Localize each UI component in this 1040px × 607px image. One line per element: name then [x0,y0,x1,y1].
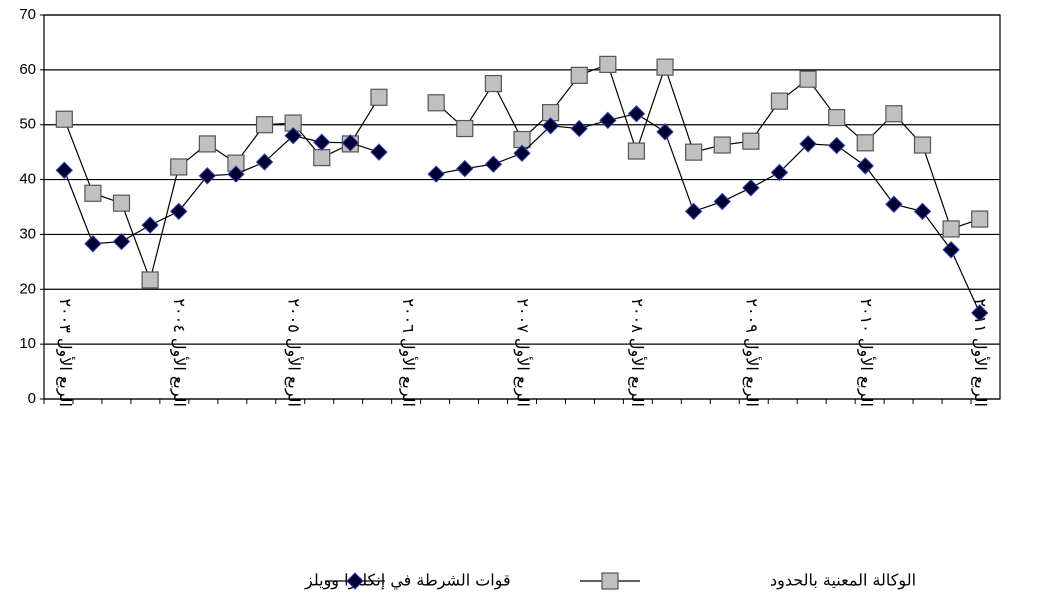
point [656,123,674,141]
point [599,55,617,73]
point [456,119,474,138]
point [55,110,73,128]
point [112,232,131,251]
point [713,136,731,154]
legend-item: قوات الشرطة في إنكلترا وويلز [304,571,511,590]
point [856,157,874,175]
x-tick-label: الربع الأول ٢٠٠٧ [514,298,533,407]
point [570,119,588,138]
point [313,149,331,167]
point [913,202,932,221]
point [627,105,646,123]
series-line [63,63,980,282]
point [198,167,217,185]
point [427,165,445,183]
point [970,304,989,322]
point [513,144,531,162]
point [827,136,846,155]
point [370,88,388,106]
x-tick-label: الربع الأول ٢٠٠٣ [56,298,75,407]
point [484,74,502,93]
point [112,194,131,212]
x-tick-label: الربع الأول ٢٠٠٥ [285,298,304,407]
point [427,94,445,112]
point [255,153,274,171]
point [84,184,102,202]
y-tick-label: 10 [19,335,36,352]
point [770,163,789,182]
point [913,136,932,154]
legend-item: الوكالة المعنية بالحدود [580,571,916,590]
plot-border [43,14,1001,400]
point [198,135,216,153]
point [456,159,474,178]
legend-marker [346,572,364,590]
legend-label: قوات الشرطة في إنكلترا وويلز [304,571,511,590]
point [713,192,731,211]
point [227,165,245,183]
point [971,210,989,228]
x-tick-label: الربع الأول ٢٠١٠ [857,298,876,407]
point [742,179,760,197]
point [170,202,188,221]
series [55,55,989,289]
legend-marker [601,572,619,590]
x-tick-label: الربع الأول ٢٠٠٤ [170,298,189,407]
point [799,135,817,153]
point [885,105,903,123]
point [942,241,960,259]
point [284,126,302,145]
point [742,132,760,150]
series [55,105,989,322]
point [684,202,703,221]
point [627,142,646,160]
point [570,66,588,84]
point [885,195,903,213]
y-tick-label: 60 [19,61,36,78]
point [656,58,674,76]
point [541,117,560,135]
x-tick-label: الربع الأول ٢٠٠٩ [742,298,761,407]
point [770,92,789,110]
point [599,111,617,130]
point [84,235,102,253]
y-tick-label: 50 [19,116,36,133]
x-tick-label: الربع الأول ٢٠٠٨ [628,298,647,407]
x-tick-label: الربع الأول ٢٠١١ [971,298,990,407]
point [685,143,703,161]
point [141,216,159,234]
point [55,161,74,179]
point [255,116,274,134]
point [856,134,874,152]
y-tick-label: 30 [19,225,36,242]
y-tick-label: 70 [19,6,36,23]
point [370,143,388,161]
point [942,220,960,238]
point [170,158,188,176]
y-tick-label: 0 [28,390,36,407]
legend-label: الوكالة المعنية بالحدود [770,571,916,590]
y-tick-label: 20 [19,280,36,297]
point [341,134,360,152]
point [313,133,331,151]
point [141,271,159,289]
point [484,155,503,173]
point [799,70,817,88]
point [828,108,846,127]
x-tick-label: الربع الأول ٢٠٠٦ [399,298,418,407]
y-tick-label: 40 [19,171,36,188]
